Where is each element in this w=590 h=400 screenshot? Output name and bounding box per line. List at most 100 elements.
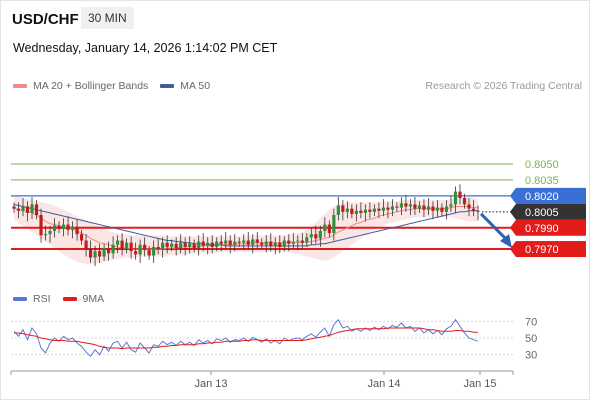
price-label-0-8020: 0.8020 bbox=[525, 191, 559, 203]
rsi-ma9-line bbox=[14, 327, 478, 350]
candle-body bbox=[264, 241, 268, 245]
candle-body bbox=[174, 243, 178, 248]
price-tag-bg bbox=[516, 241, 586, 258]
rsi-line bbox=[13, 318, 479, 358]
candle-body bbox=[395, 206, 399, 208]
legend-item-9ma: 9MA bbox=[62, 293, 105, 305]
candle-body bbox=[251, 239, 255, 245]
candle-body bbox=[363, 209, 367, 213]
candle-body bbox=[368, 209, 372, 212]
candle-body bbox=[246, 240, 250, 245]
candle-body bbox=[476, 210, 480, 212]
candle-body bbox=[97, 251, 102, 257]
candle-body bbox=[79, 234, 84, 241]
candle-body bbox=[75, 226, 79, 235]
candle-body bbox=[350, 208, 354, 214]
legend-swatch-ma50 bbox=[160, 84, 175, 88]
candle-body bbox=[170, 243, 174, 247]
candle-body bbox=[273, 242, 277, 246]
candle-body bbox=[215, 241, 219, 247]
legend-item-ma50: MA 50 bbox=[160, 80, 210, 92]
candle-body bbox=[125, 242, 129, 250]
candle-body bbox=[282, 240, 286, 247]
price-tag-bg bbox=[516, 219, 586, 236]
legend-swatch-9ma bbox=[62, 297, 77, 301]
candle-body bbox=[116, 240, 120, 245]
candle-body bbox=[336, 205, 340, 216]
price-tag-pointer bbox=[510, 241, 516, 258]
candle-body bbox=[107, 247, 111, 254]
candle-body bbox=[84, 240, 88, 250]
candle-body bbox=[422, 205, 426, 210]
candle-body bbox=[440, 207, 444, 212]
candle-body bbox=[66, 224, 70, 230]
candle-body bbox=[287, 240, 291, 244]
candle-body bbox=[435, 207, 440, 211]
candle-body bbox=[30, 204, 34, 213]
forecast-arrow-shaft bbox=[479, 212, 511, 244]
candle-body bbox=[179, 242, 183, 248]
ma20-line bbox=[13, 206, 478, 250]
legend-label-9ma: 9MA bbox=[82, 293, 105, 305]
candle-body bbox=[134, 251, 138, 255]
candle-body bbox=[210, 242, 214, 247]
price-label-0-8050: 0.8050 bbox=[525, 159, 559, 171]
candle-body bbox=[305, 237, 309, 243]
candle-body bbox=[165, 242, 169, 247]
candle-body bbox=[48, 230, 52, 235]
candle-body bbox=[417, 205, 422, 209]
candle-body bbox=[120, 240, 124, 250]
candle-body bbox=[377, 208, 381, 211]
price-label-0-7990: 0.7990 bbox=[525, 223, 559, 235]
candle-body bbox=[111, 244, 115, 254]
credit-text: Research © 2026 Trading Central bbox=[425, 80, 582, 92]
legend-swatch-ma20 bbox=[13, 84, 27, 88]
candle-body bbox=[278, 242, 282, 247]
candle-body bbox=[197, 241, 201, 248]
candle-body bbox=[102, 247, 106, 257]
candle-body bbox=[341, 205, 345, 212]
candle-body bbox=[34, 204, 39, 216]
candle-body bbox=[39, 215, 43, 236]
candle-body bbox=[426, 206, 431, 210]
candle-body bbox=[188, 243, 192, 247]
candle-body bbox=[201, 241, 205, 246]
candle-body bbox=[183, 242, 187, 247]
candle-body bbox=[147, 250, 151, 256]
candle-body bbox=[444, 206, 449, 212]
timeframe-badge[interactable]: 30 MIN bbox=[81, 7, 134, 29]
price-label-0-7970: 0.7970 bbox=[525, 244, 559, 256]
price-tag-bg bbox=[516, 187, 586, 204]
legend-label-rsi: RSI bbox=[33, 293, 51, 305]
candle-body bbox=[327, 224, 331, 234]
candle-body bbox=[386, 207, 390, 210]
rsi-legend: RSI 9MA bbox=[13, 293, 116, 305]
candle-body bbox=[453, 191, 458, 205]
candle-body bbox=[237, 241, 241, 243]
legend-label-ma50: MA 50 bbox=[180, 80, 211, 92]
candle-body bbox=[57, 225, 61, 229]
candle-body bbox=[93, 251, 97, 258]
candle-body bbox=[390, 206, 395, 210]
price-tag-bg bbox=[516, 203, 586, 220]
candle-body bbox=[399, 203, 404, 208]
candle-body bbox=[143, 244, 147, 251]
candle-body bbox=[21, 206, 25, 211]
price-label-0-8035: 0.8035 bbox=[525, 175, 559, 187]
datetime-label: Wednesday, January 14, 2026 1:14:02 PM C… bbox=[13, 41, 278, 55]
price-tag-pointer bbox=[510, 219, 516, 236]
candle-body bbox=[192, 243, 196, 248]
candle-body bbox=[242, 240, 246, 243]
candle-body bbox=[431, 206, 435, 211]
rsi-tick-label: 30 bbox=[525, 350, 537, 362]
candle-body bbox=[161, 242, 165, 250]
legend-item-rsi: RSI bbox=[13, 293, 51, 305]
candle-body bbox=[354, 210, 358, 214]
candle-body bbox=[260, 242, 264, 245]
candle-body bbox=[458, 191, 462, 199]
candle-body bbox=[152, 246, 156, 256]
candle-body bbox=[332, 215, 336, 234]
candle-body bbox=[61, 224, 66, 229]
candle-body bbox=[314, 234, 318, 239]
